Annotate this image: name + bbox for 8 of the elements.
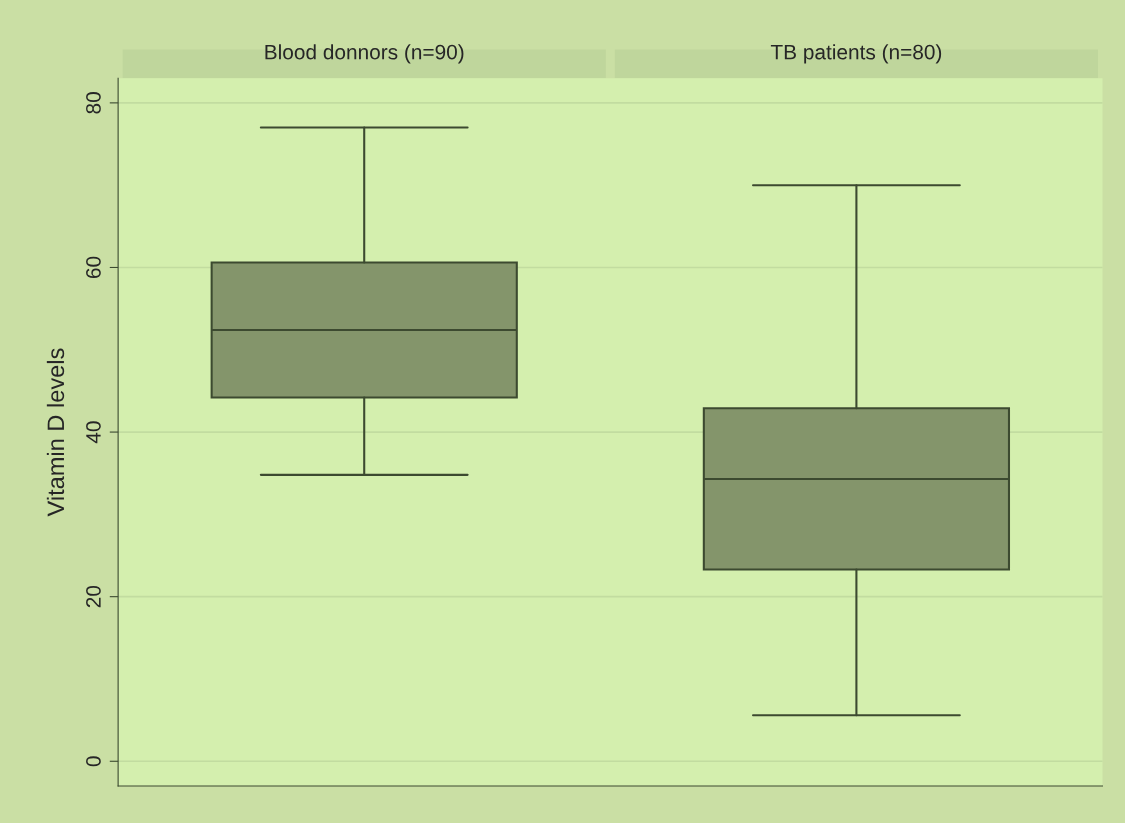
x-tick-label: TB patients (n=80): [770, 44, 942, 64]
y-tick-label: 80: [86, 92, 101, 114]
y-tick-label: 20: [86, 585, 101, 608]
y-tick-label: 60: [86, 256, 101, 278]
y-tick-label: 0: [86, 756, 101, 767]
y-tick-label: 40: [86, 421, 101, 444]
x-tick-label: Blood donnors (n=90): [265, 44, 464, 64]
y-axis-title: Vitamin D levels: [46, 348, 65, 517]
